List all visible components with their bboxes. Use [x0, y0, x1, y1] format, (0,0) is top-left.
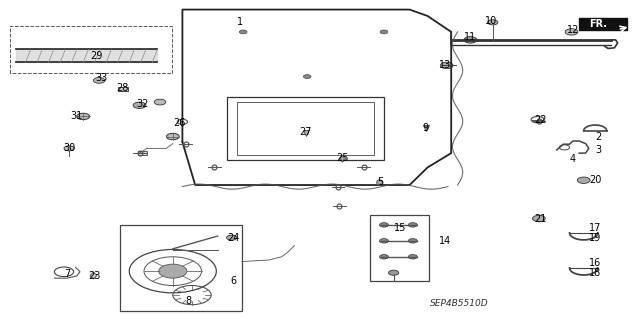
Circle shape: [380, 30, 388, 34]
Text: 28: 28: [116, 83, 129, 93]
Text: 15: 15: [394, 223, 406, 233]
Text: 31: 31: [70, 111, 83, 122]
Text: 29: 29: [90, 51, 102, 61]
Circle shape: [565, 29, 578, 35]
Text: SEP4B5510D: SEP4B5510D: [430, 299, 489, 308]
Text: 25: 25: [336, 153, 349, 163]
Circle shape: [227, 235, 237, 240]
Text: 1: 1: [237, 17, 243, 27]
Text: 19: 19: [589, 233, 602, 243]
Text: FR.: FR.: [589, 19, 607, 29]
Text: 6: 6: [230, 276, 237, 286]
Text: 22: 22: [534, 115, 547, 125]
Circle shape: [159, 264, 187, 278]
Text: 10: 10: [485, 16, 498, 26]
Circle shape: [577, 177, 590, 183]
Circle shape: [532, 215, 545, 222]
Circle shape: [154, 99, 166, 105]
Circle shape: [408, 255, 417, 259]
Text: 27: 27: [300, 127, 312, 137]
Text: 11: 11: [464, 32, 477, 42]
Text: 2: 2: [595, 132, 602, 142]
Circle shape: [303, 75, 311, 78]
Text: 26: 26: [173, 118, 186, 128]
Text: 4: 4: [570, 154, 576, 165]
Circle shape: [93, 78, 105, 83]
Circle shape: [388, 270, 399, 275]
Bar: [579, 18, 627, 30]
Bar: [138, 151, 147, 155]
Text: 32: 32: [136, 99, 148, 109]
Circle shape: [408, 223, 417, 227]
Text: 23: 23: [88, 271, 101, 281]
Text: 5: 5: [378, 177, 384, 187]
Circle shape: [133, 102, 146, 108]
Text: 16: 16: [589, 258, 602, 268]
Circle shape: [440, 62, 453, 69]
Circle shape: [77, 113, 90, 120]
Circle shape: [380, 239, 388, 243]
Text: 30: 30: [63, 143, 76, 153]
Circle shape: [408, 239, 417, 243]
Text: 14: 14: [438, 236, 451, 246]
Text: 20: 20: [589, 175, 602, 185]
Text: 13: 13: [438, 60, 451, 70]
Text: 17: 17: [589, 223, 602, 233]
Text: 12: 12: [566, 25, 579, 35]
Bar: [118, 87, 128, 91]
Text: 7: 7: [64, 269, 70, 279]
Circle shape: [64, 146, 74, 151]
Text: 18: 18: [589, 268, 602, 278]
Text: 24: 24: [227, 233, 240, 243]
Text: 3: 3: [595, 145, 602, 155]
Text: 8: 8: [186, 296, 192, 307]
Circle shape: [166, 133, 179, 140]
Text: 21: 21: [534, 213, 547, 224]
Circle shape: [380, 223, 388, 227]
Circle shape: [488, 20, 498, 25]
Circle shape: [380, 255, 388, 259]
Circle shape: [464, 37, 477, 43]
Text: 33: 33: [95, 73, 108, 83]
Text: 9: 9: [422, 122, 429, 133]
Circle shape: [239, 30, 247, 34]
